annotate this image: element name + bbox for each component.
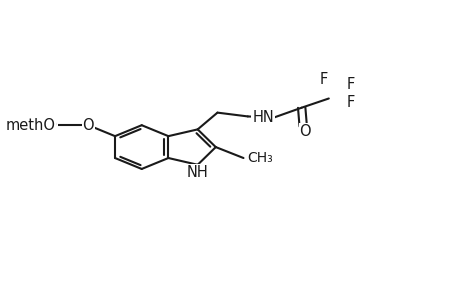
Text: F: F	[346, 77, 354, 92]
Text: F: F	[319, 72, 328, 87]
Text: O: O	[299, 124, 310, 139]
Text: F: F	[346, 95, 354, 110]
Text: methO: methO	[7, 118, 57, 133]
Text: NH: NH	[186, 165, 208, 180]
Text: O: O	[82, 118, 94, 133]
Text: CH₃: CH₃	[246, 151, 272, 165]
Text: methO: methO	[6, 118, 56, 133]
Text: HN: HN	[252, 110, 274, 125]
